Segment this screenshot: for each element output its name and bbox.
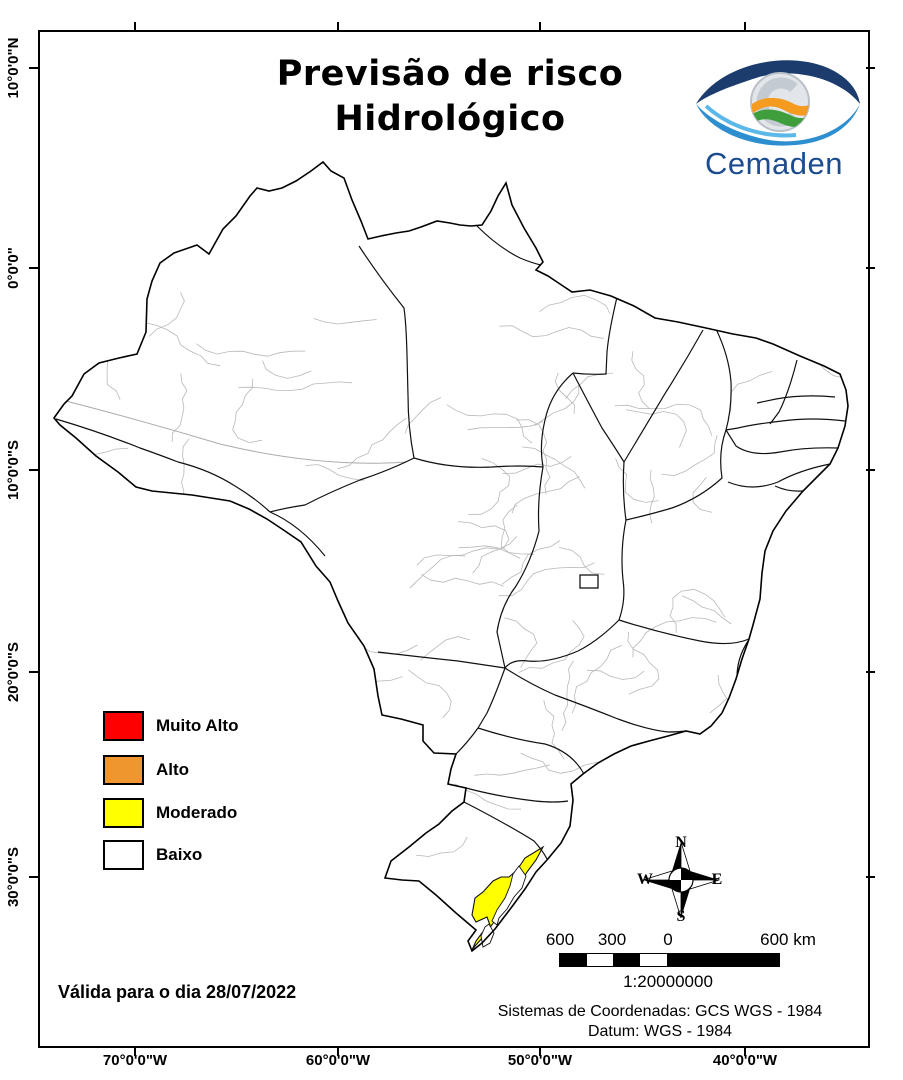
amazon-river-line xyxy=(61,399,408,464)
distrito-federal-outline xyxy=(579,574,599,589)
lat-tick xyxy=(866,267,875,269)
validity-date: Válida para o dia 28/07/2022 xyxy=(58,982,297,1002)
lon-tick xyxy=(337,22,339,31)
legend-label: Muito Alto xyxy=(156,716,239,735)
scale-ratio: 1:20000000 xyxy=(623,972,713,991)
lagoon-patos xyxy=(491,865,527,926)
cemaden-brand-text: Cemaden xyxy=(705,146,843,181)
scale-bar xyxy=(559,953,780,967)
state-boundaries xyxy=(55,225,846,860)
cemaden-logo-icon xyxy=(696,60,860,146)
legend-label: Baixo xyxy=(156,845,203,864)
scale-segment xyxy=(613,954,640,966)
compass-south-label: S xyxy=(676,908,686,925)
scale-tick-label: 600 xyxy=(545,930,575,949)
legend-swatch-baixo xyxy=(103,840,144,870)
title-line-1: Previsão de risco xyxy=(276,54,624,94)
lon-tick xyxy=(337,1047,339,1056)
scale-segment xyxy=(640,954,667,966)
lon-tick xyxy=(539,1047,541,1056)
lat-tick xyxy=(29,267,38,269)
legend-swatch-alto xyxy=(103,755,144,785)
lon-label: 60°0'0"W xyxy=(305,1052,371,1069)
scale-segment xyxy=(560,954,587,966)
scale-tick-label: 600 km xyxy=(760,930,816,949)
compass-west-label: W xyxy=(637,871,653,888)
lat-tick xyxy=(866,876,875,878)
lon-tick xyxy=(744,22,746,31)
scale-segment xyxy=(667,954,779,966)
brazil-landmass xyxy=(54,162,848,951)
lon-tick xyxy=(134,1047,136,1056)
map-frame xyxy=(38,30,870,1048)
legend-swatch-moderado xyxy=(103,798,144,828)
compass-east-label: E xyxy=(711,871,723,888)
lat-tick xyxy=(866,67,875,69)
lon-tick xyxy=(134,22,136,31)
title-line-2: Hidrológico xyxy=(334,99,566,139)
lon-label: 50°0'0"W xyxy=(507,1052,573,1069)
scale-segment xyxy=(587,954,613,966)
lat-tick xyxy=(866,671,875,673)
lat-tick xyxy=(29,671,38,673)
lon-label: 70°0'0"W xyxy=(102,1052,168,1069)
lon-tick xyxy=(539,22,541,31)
lat-tick xyxy=(866,469,875,471)
compass-rose-icon xyxy=(642,841,720,919)
lon-tick xyxy=(744,1047,746,1056)
crs-line-2: Datum: WGS - 1984 xyxy=(587,1023,733,1040)
crs-line-1: Sistemas de Coordenadas: GCS WGS - 1984 xyxy=(497,1003,823,1020)
scale-tick-label: 0 xyxy=(663,930,673,949)
legend-label: Alto xyxy=(156,760,190,779)
legend-label: Moderado xyxy=(156,803,238,822)
lat-tick xyxy=(29,67,38,69)
lat-tick xyxy=(29,876,38,878)
lat-tick xyxy=(29,469,38,471)
lon-label: 40°0'0"W xyxy=(712,1052,778,1069)
scale-tick-label: 300 xyxy=(597,930,627,949)
compass-north-label: N xyxy=(675,834,687,851)
legend-swatch-muito-alto xyxy=(103,711,144,741)
page-title: Previsão de risco Hidrológico xyxy=(200,52,700,142)
